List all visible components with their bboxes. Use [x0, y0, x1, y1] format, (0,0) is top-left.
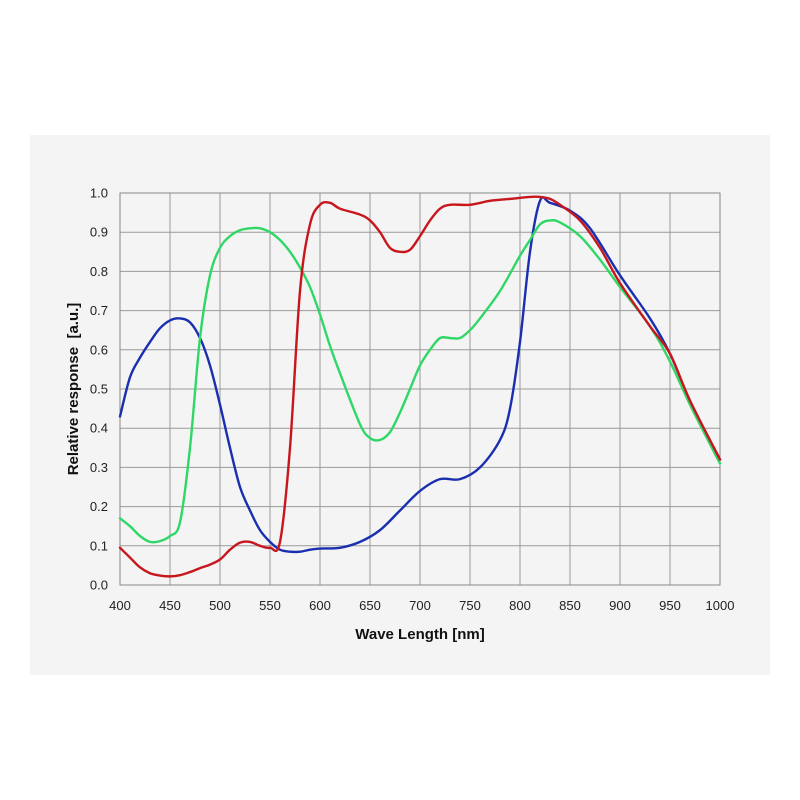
y-tick-label: 0.4 [90, 421, 108, 436]
x-tick-labels: 400 450 500 550 600 650 700 750 800 850 900 950 1000 [109, 598, 734, 613]
x-tick-label: 800 [509, 598, 531, 613]
grid-lines [119, 192, 721, 586]
y-axis-label: Relative response [a.u.] [65, 303, 82, 476]
x-tick-label: 1000 [706, 598, 735, 613]
series-layer [118, 195, 722, 578]
x-tick-label: 750 [459, 598, 481, 613]
y-tick-label: 0.5 [90, 382, 108, 397]
x-tick-label: 400 [109, 598, 131, 613]
x-tick-label: 950 [659, 598, 681, 613]
y-tick-label: 0.2 [90, 499, 108, 514]
x-tick-label: 500 [209, 598, 231, 613]
x-axis-label: Wave Length [nm] [355, 626, 484, 643]
series-line-3 [118, 195, 722, 578]
x-tick-label: 700 [409, 598, 431, 613]
x-tick-label: 650 [359, 598, 381, 613]
series-line-2 [118, 219, 722, 544]
y-tick-label: 1.0 [90, 186, 108, 201]
y-tick-label: 0.8 [90, 264, 108, 279]
y-tick-label: 0.1 [90, 538, 108, 553]
y-tick-labels: 0.0 0.1 0.2 0.3 0.4 0.5 0.6 0.7 0.8 0.9 1.0 [90, 186, 108, 593]
y-tick-label: 0.3 [90, 460, 108, 475]
plot-frame [119, 192, 721, 586]
y-tick-label: 0.9 [90, 225, 108, 240]
y-tick-label: 0.0 [90, 578, 108, 593]
y-tick-label: 0.7 [90, 303, 108, 318]
y-tick-label: 0.6 [90, 342, 108, 357]
series-line-1 [118, 196, 722, 554]
x-tick-label: 600 [309, 598, 331, 613]
x-tick-label: 900 [609, 598, 631, 613]
x-tick-label: 550 [259, 598, 281, 613]
x-tick-label: 850 [559, 598, 581, 613]
x-tick-label: 450 [159, 598, 181, 613]
